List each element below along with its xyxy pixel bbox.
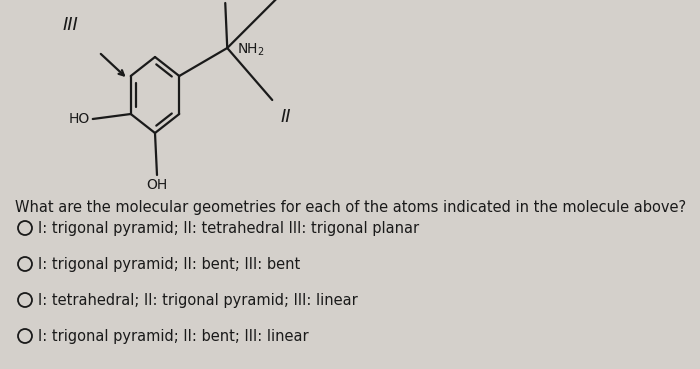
Text: I: trigonal pyramid; II: bent; III: bent: I: trigonal pyramid; II: bent; III: bent xyxy=(38,256,300,272)
Text: I: trigonal pyramid; II: bent; III: linear: I: trigonal pyramid; II: bent; III: line… xyxy=(38,328,309,344)
Text: II: II xyxy=(280,108,290,126)
Text: III: III xyxy=(63,16,79,34)
Text: NH$_2$: NH$_2$ xyxy=(237,42,265,58)
Text: OH: OH xyxy=(146,178,167,192)
Text: What are the molecular geometries for each of the atoms indicated in the molecul: What are the molecular geometries for ea… xyxy=(15,200,686,215)
Text: HO: HO xyxy=(69,112,90,126)
Text: I: trigonal pyramid; II: tetrahedral III: trigonal planar: I: trigonal pyramid; II: tetrahedral III… xyxy=(38,221,419,235)
Text: I: tetrahedral; II: trigonal pyramid; III: linear: I: tetrahedral; II: trigonal pyramid; II… xyxy=(38,293,358,307)
